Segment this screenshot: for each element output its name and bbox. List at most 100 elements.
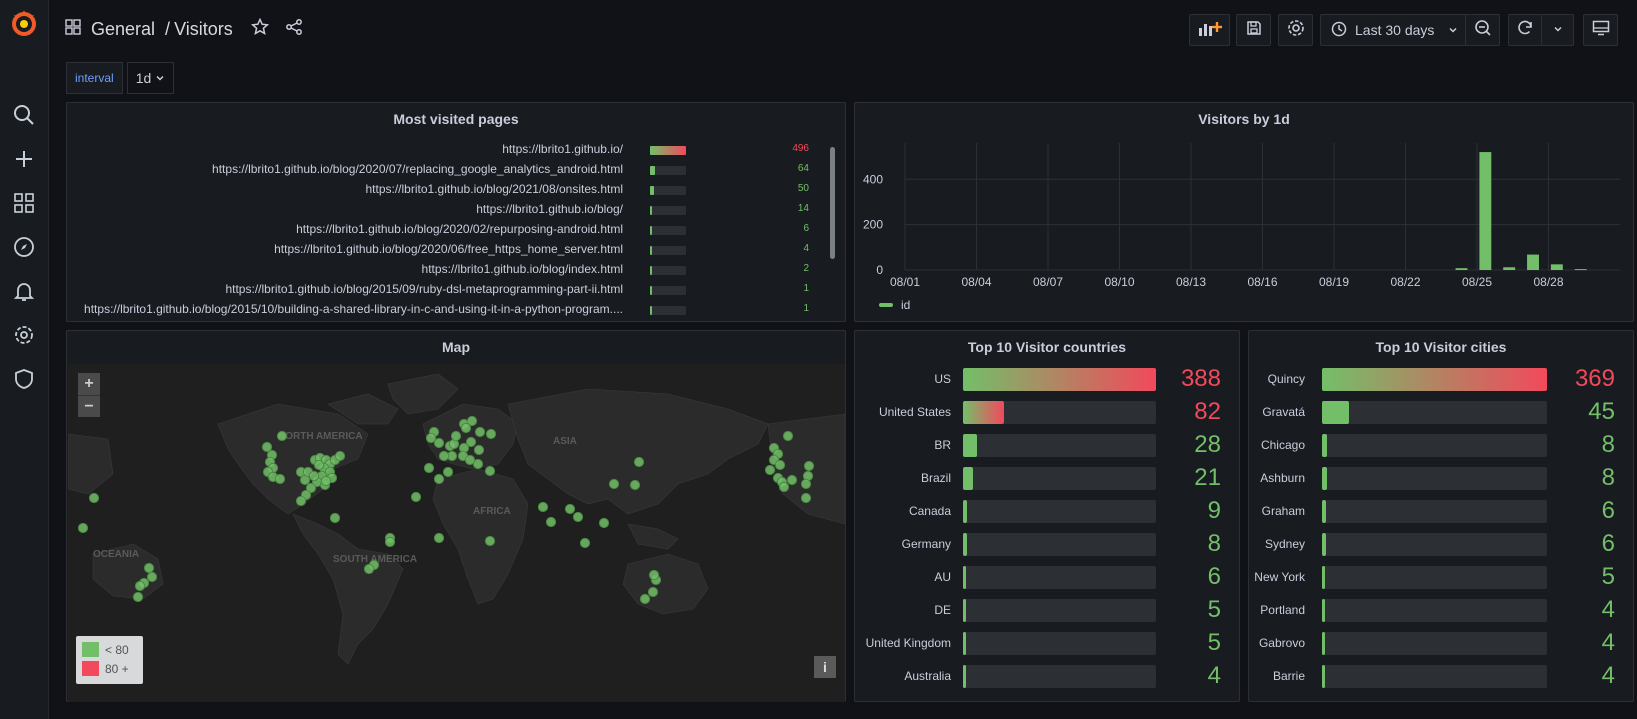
- time-range-picker[interactable]: Last 30 days: [1320, 14, 1474, 46]
- x-tick-label: 08/04: [961, 275, 991, 289]
- search-icon[interactable]: [8, 99, 40, 131]
- breadcrumb: General / Visitors: [65, 17, 303, 41]
- zoom-out-time-button[interactable]: [1465, 14, 1500, 46]
- gauge-fill: [1322, 566, 1326, 589]
- x-tick-label: 08/25: [1462, 275, 1492, 289]
- save-dashboard-button[interactable]: [1236, 14, 1271, 46]
- gauge-value: 45: [1588, 398, 1615, 425]
- gauge-row: Quincy 369: [1249, 364, 1633, 397]
- visitor-location-marker: [276, 430, 288, 442]
- page-visit-count: 496: [792, 143, 809, 154]
- visitor-location-marker: [474, 426, 486, 438]
- gauge-value: 6: [1601, 497, 1615, 524]
- gauge-track: [963, 533, 1156, 556]
- gauge-value: 4: [1207, 662, 1221, 689]
- gauge-row: Chicago 8: [1249, 430, 1633, 463]
- chart-legend[interactable]: id: [879, 298, 910, 312]
- save-icon: [1246, 20, 1262, 41]
- page-url: https://lbrito1.github.io/blog/2015/10/b…: [84, 302, 623, 316]
- tv-mode-button[interactable]: [1583, 14, 1618, 46]
- interval-variable-select[interactable]: 1d: [126, 62, 175, 94]
- visitor-location-marker: [629, 479, 641, 491]
- explore-icon[interactable]: [8, 231, 40, 263]
- refresh-button[interactable]: [1508, 14, 1542, 46]
- gauge-row: Brazil 21: [855, 463, 1239, 496]
- visitor-location-marker: [146, 571, 158, 583]
- breadcrumb-folder[interactable]: General: [91, 19, 156, 39]
- gauge-value: 5: [1207, 596, 1221, 623]
- gauge-value: 5: [1601, 563, 1615, 590]
- gauge-fill: [963, 533, 967, 556]
- visitor-location-marker: [786, 474, 798, 486]
- chevron-down-icon: [155, 70, 165, 86]
- page-row: https://lbrito1.github.io/496: [67, 140, 827, 160]
- panel-title: Top 10 Visitor countries: [967, 339, 1127, 355]
- gauge-row: BR 28: [855, 430, 1239, 463]
- map-info-button[interactable]: i: [814, 656, 836, 678]
- gauge-row: Portland 4: [1249, 595, 1633, 628]
- grafana-logo-icon[interactable]: [6, 8, 42, 38]
- page-bar-track: [650, 306, 686, 315]
- plus-icon[interactable]: [8, 143, 40, 175]
- map-panel[interactable]: Map: [66, 330, 846, 702]
- top-cities-panel[interactable]: Top 10 Visitor cities Quincy 369 Gravatá 45…: [1248, 330, 1634, 702]
- gauge-track: [963, 599, 1156, 622]
- x-tick-label: 08/28: [1533, 275, 1563, 289]
- dashboards-icon[interactable]: [8, 187, 40, 219]
- page-visit-count: 14: [797, 203, 809, 214]
- gauge-value: 8: [1601, 464, 1615, 491]
- visitor-location-marker: [800, 492, 812, 504]
- legend-swatch-red: [82, 661, 99, 676]
- y-tick-label: 0: [876, 263, 883, 277]
- visitor-location-marker: [774, 459, 786, 471]
- alerting-icon[interactable]: [8, 275, 40, 307]
- gauge-fill: [963, 632, 966, 655]
- gauge-value: 21: [1194, 464, 1221, 491]
- visitor-location-marker: [363, 563, 375, 575]
- visitor-location-marker: [132, 591, 144, 603]
- most-visited-pages-panel[interactable]: Most visited pages https://lbrito1.githu…: [66, 102, 846, 322]
- page-bar-fill: [650, 226, 652, 235]
- star-icon[interactable]: [250, 17, 269, 41]
- visitor-location-marker: [608, 478, 620, 490]
- shield-icon[interactable]: [8, 363, 40, 395]
- gauge-track: [963, 467, 1156, 490]
- page-bar-track: [650, 286, 686, 295]
- refresh-interval-dropdown[interactable]: [1541, 14, 1574, 46]
- page-url: https://lbrito1.github.io/blog/2021/08/o…: [365, 182, 624, 196]
- dashboard-settings-button[interactable]: [1278, 14, 1313, 46]
- scrollbar[interactable]: [830, 147, 835, 259]
- gauge-track: [963, 566, 1156, 589]
- gauge-value: 8: [1601, 431, 1615, 458]
- panel-title: Most visited pages: [393, 111, 519, 127]
- sidebar: [0, 0, 49, 719]
- visitors-by-interval-panel[interactable]: Visitors by 1d 0 200 400 08/01 08/04 08/07 08/…: [854, 102, 1634, 322]
- visitor-location-marker: [648, 569, 660, 581]
- visitor-location-marker: [88, 492, 100, 504]
- gauge-label: DE: [934, 603, 951, 617]
- visitor-location-marker: [433, 532, 445, 544]
- visitor-location-marker: [782, 430, 794, 442]
- gauge-value: 5: [1207, 629, 1221, 656]
- page-url: https://lbrito1.github.io/blog/2015/09/r…: [225, 282, 623, 296]
- breadcrumb-dashboard-title[interactable]: Visitors: [174, 19, 233, 39]
- gauge-label: Portland: [1260, 603, 1305, 617]
- gauge-value: 4: [1601, 662, 1615, 689]
- top-countries-panel[interactable]: Top 10 Visitor countries US 388 United Sta…: [854, 330, 1240, 702]
- visitor-location-marker: [579, 537, 591, 549]
- page-row: https://lbrito1.github.io/blog/14: [67, 200, 827, 220]
- add-panel-button[interactable]: [1189, 14, 1230, 46]
- map-zoom-out-button[interactable]: −: [78, 395, 100, 417]
- visitor-location-marker: [134, 580, 146, 592]
- world-map[interactable]: NORTH AMERICA ASIA AFRICA SOUTH AMERICA …: [68, 364, 845, 702]
- map-zoom-in-button[interactable]: +: [78, 373, 100, 395]
- page-url: https://lbrito1.github.io/blog/2020/07/r…: [212, 162, 623, 176]
- gauge-label: Canada: [908, 504, 951, 518]
- share-icon[interactable]: [285, 18, 303, 41]
- configuration-icon[interactable]: [8, 319, 40, 351]
- gauge-track: [1322, 368, 1547, 391]
- gauge-track: [1322, 533, 1547, 556]
- legend-label: 80 +: [105, 661, 129, 676]
- page-bar-fill: [650, 166, 655, 175]
- gauge-row: Gravatá 45: [1249, 397, 1633, 430]
